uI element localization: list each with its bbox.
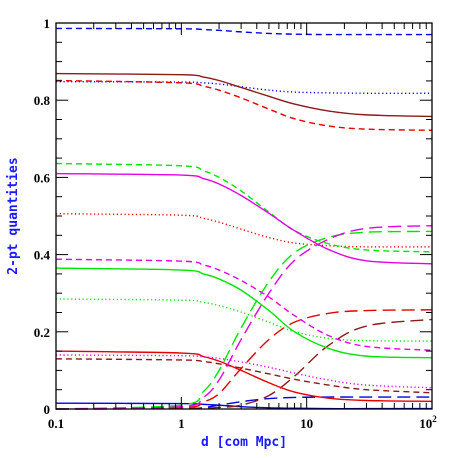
y-tick-label: 0: [44, 402, 51, 417]
series-line-1: [55, 27, 432, 36]
series-line-18: [55, 354, 433, 389]
series-line-12: [55, 162, 433, 253]
x-tick-label: 10: [300, 416, 313, 431]
series-line-9: [55, 350, 433, 402]
series-layer: [55, 27, 433, 410]
series-line-17: [55, 258, 433, 352]
series-line-6: [55, 358, 433, 394]
y-tick-label: 0.2: [34, 325, 50, 340]
x-tick-label: 0.1: [48, 416, 64, 431]
series-line-2: [55, 80, 433, 94]
y-tick-label: 0.6: [34, 170, 51, 185]
series-line-7: [55, 318, 433, 410]
series-line-16: [55, 172, 433, 265]
x-axis-label: d [com Mpc]: [201, 435, 287, 450]
series-line-10: [55, 309, 433, 410]
y-tick-label: 0.8: [34, 93, 51, 108]
series-line-13: [55, 267, 433, 359]
y-tick-label: 0.4: [34, 248, 51, 263]
series-line-5: [55, 72, 433, 118]
y-axis-label: 2-pt quantities: [6, 157, 21, 274]
series-line-3: [55, 396, 432, 410]
x-tick-label: 1: [178, 416, 185, 431]
series-line-8: [55, 79, 433, 132]
series-line-19: [55, 224, 433, 410]
y-tick-label: 1: [44, 16, 51, 31]
